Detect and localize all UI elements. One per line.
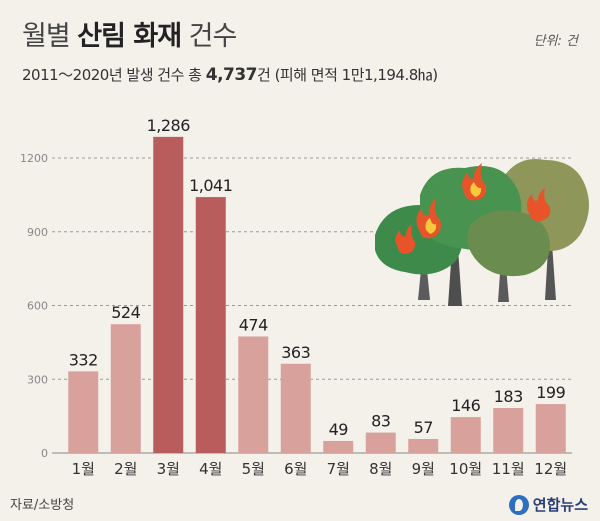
subtitle-total: 4,737 xyxy=(205,65,258,85)
y-tick-label: 0 xyxy=(41,447,48,460)
data-label: 363 xyxy=(281,343,310,362)
data-label: 332 xyxy=(69,350,98,369)
x-tick-label: 7월 xyxy=(327,460,350,478)
y-tick-label: 300 xyxy=(27,373,48,386)
bar xyxy=(323,440,354,453)
title-prefix: 월별 xyxy=(22,21,71,52)
bar xyxy=(280,363,311,453)
x-tick-label: 9월 xyxy=(412,460,435,478)
data-label: 1,041 xyxy=(189,176,232,195)
bar xyxy=(535,404,566,453)
flame-icon xyxy=(470,182,482,197)
x-tick-label: 1월 xyxy=(72,460,95,478)
x-tick-labels: 1월 2월 3월 4월 5월 6월 7월 8월 9월 10월 11월 12월 xyxy=(72,460,568,478)
data-label: 57 xyxy=(414,418,433,437)
y-tick-label: 900 xyxy=(27,226,48,239)
bar xyxy=(493,408,524,453)
x-tick-label: 5월 xyxy=(242,460,265,478)
tree-foliage xyxy=(467,210,550,277)
x-tick-label: 4월 xyxy=(199,460,222,478)
x-tick-label: 11월 xyxy=(492,460,525,478)
x-tick-label: 6월 xyxy=(284,460,307,478)
x-tick-label: 2월 xyxy=(114,460,137,478)
forest-fire-illustration xyxy=(375,159,589,306)
tree-trunk xyxy=(545,215,556,300)
publisher-logo: 연합뉴스 xyxy=(508,494,588,515)
y-tick-label: 1200 xyxy=(20,152,48,165)
unit-label: 단위: 건 xyxy=(533,34,578,49)
x-tick-label: 10월 xyxy=(449,460,482,478)
bars xyxy=(68,136,566,453)
x-tick-label: 12월 xyxy=(534,460,567,478)
bar xyxy=(195,197,226,453)
data-label: 199 xyxy=(536,383,565,402)
bar xyxy=(68,371,99,453)
bar xyxy=(365,432,396,453)
bar xyxy=(110,324,141,453)
x-tick-label: 3월 xyxy=(157,460,180,478)
subtitle-prefix: 2011～2020년 발생 건수 총 xyxy=(22,66,202,84)
data-label: 146 xyxy=(451,396,480,415)
data-label: 183 xyxy=(494,387,523,406)
y-tick-label: 600 xyxy=(27,300,48,313)
bar xyxy=(450,417,481,453)
data-label: 49 xyxy=(329,420,349,439)
bar xyxy=(408,438,439,453)
chart-title: 월별 산림 화재 건수 xyxy=(22,14,238,53)
subtitle-suffix: 건 (피해 면적 1만1,194.8㏊) xyxy=(257,66,438,84)
yonhap-logo-icon xyxy=(508,494,529,515)
data-label: 83 xyxy=(371,412,390,431)
value-labels: 332 524 1,286 1,041 474 363 49 83 57 146 183 199 xyxy=(69,116,566,439)
x-tick-label: 8월 xyxy=(369,460,392,478)
bar xyxy=(153,136,184,453)
grid-lines: 0 300 600 900 1200 xyxy=(20,152,572,460)
bar xyxy=(238,336,269,453)
chart-subtitle: 2011～2020년 발생 건수 총 4,737건 (피해 면적 1만1,194… xyxy=(22,64,438,85)
flame-icon xyxy=(395,224,416,254)
data-label: 524 xyxy=(111,303,140,322)
logo-text: 연합뉴스 xyxy=(532,496,588,514)
data-label: 1,286 xyxy=(147,116,191,135)
title-suffix: 건수 xyxy=(188,21,238,52)
flame-icon xyxy=(425,218,437,234)
source-note: 자료/소방청 xyxy=(10,498,75,513)
flame-icon xyxy=(526,188,551,222)
data-label: 474 xyxy=(239,315,268,334)
title-bold: 산림 화재 xyxy=(77,21,182,52)
